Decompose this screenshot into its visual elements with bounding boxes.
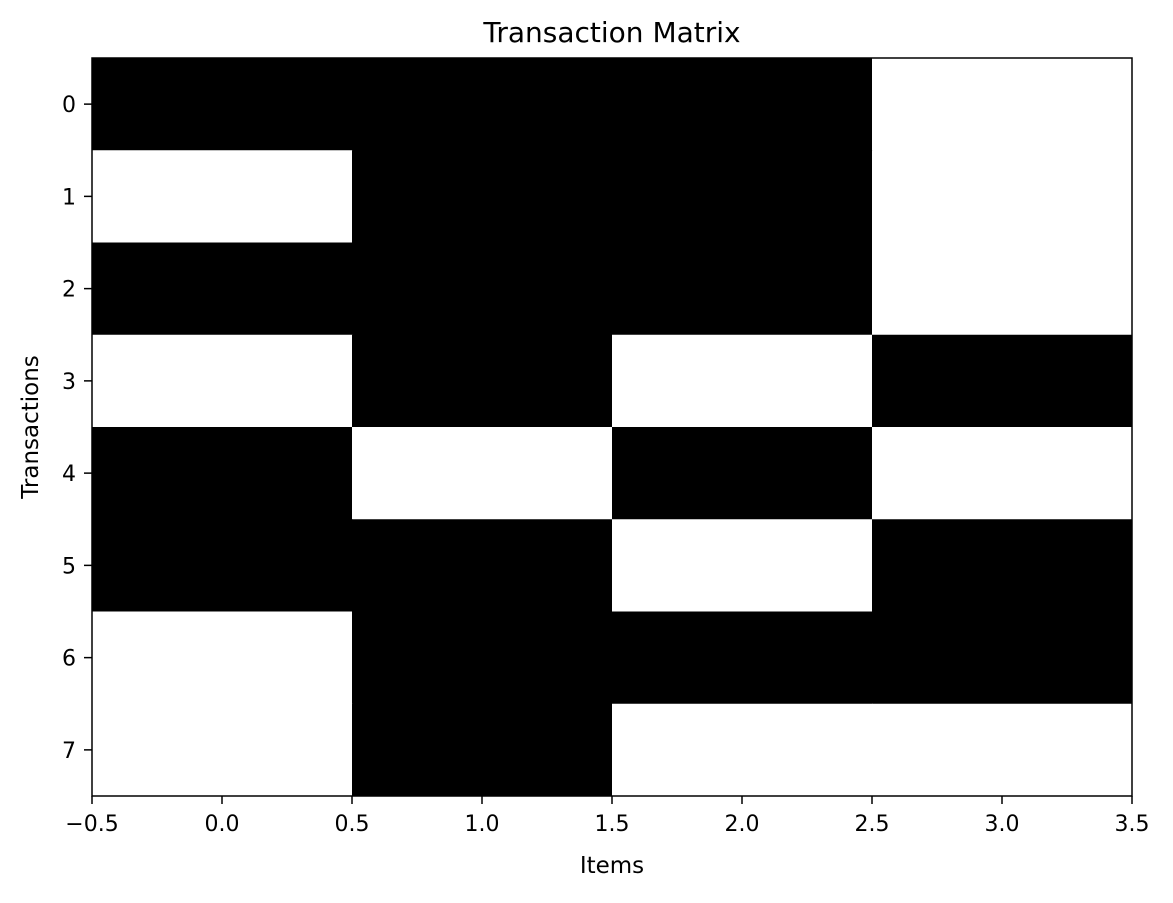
heatmap-cell <box>352 242 613 336</box>
y-tick-label: 4 <box>62 462 76 487</box>
heatmap-cell <box>92 703 353 797</box>
heatmap-cell <box>872 611 1133 705</box>
heatmap-cell <box>352 150 613 243</box>
heatmap-cell <box>872 703 1133 797</box>
y-tick-label: 1 <box>62 185 76 210</box>
x-tick-label: 1.0 <box>465 812 500 837</box>
y-tick-label: 5 <box>62 554 76 579</box>
x-tick-label: 3.0 <box>985 812 1020 837</box>
heatmap-cell <box>872 519 1133 612</box>
y-tick-label: 6 <box>62 647 76 672</box>
heatmap-cell <box>352 334 613 428</box>
y-tick-label: 7 <box>62 739 76 764</box>
heatmap-cell <box>92 150 353 243</box>
y-tick-label: 0 <box>62 93 76 118</box>
heatmap-cell <box>612 611 873 705</box>
heatmap-cell <box>352 703 613 797</box>
x-axis-label: Items <box>580 853 644 879</box>
heatmap-cell <box>612 703 873 797</box>
heatmap-cell <box>872 334 1133 428</box>
x-tick-label: 1.5 <box>595 812 630 837</box>
heatmap-cell <box>352 58 613 151</box>
heatmap-cell <box>612 519 873 612</box>
heatmap-cell <box>612 242 873 336</box>
heatmap-cell <box>352 611 613 705</box>
heatmap-cell <box>872 58 1133 151</box>
x-tick-label: 0.5 <box>335 812 370 837</box>
heatmap-cell <box>872 427 1133 520</box>
heatmap-cell <box>92 427 353 520</box>
heatmap-cell <box>352 427 613 520</box>
heatmap-cell <box>352 519 613 612</box>
x-tick-label: 3.5 <box>1115 812 1150 837</box>
heatmap-cell <box>92 334 353 428</box>
heatmap-cell <box>92 519 353 612</box>
heatmap-cell <box>92 611 353 705</box>
heatmap-cell <box>612 427 873 520</box>
y-tick-label: 2 <box>62 278 76 303</box>
heatmap-cell <box>92 58 353 151</box>
heatmap-cell <box>612 334 873 428</box>
heatmap-cell <box>612 150 873 243</box>
y-axis-ticks: 0 1 2 3 4 5 6 7 <box>62 93 92 764</box>
heatmap-cell <box>92 242 353 336</box>
y-axis-label: Transactions <box>18 355 44 500</box>
y-tick-label: 3 <box>62 370 76 395</box>
x-axis-ticks: −0.5 0.0 0.5 1.0 1.5 2.0 2.5 3.0 3.5 <box>65 796 1150 837</box>
x-tick-label: 0.0 <box>205 812 240 837</box>
chart-title: Transaction Matrix <box>482 16 740 49</box>
heatmap-cell <box>612 58 873 151</box>
x-tick-label: 2.5 <box>855 812 890 837</box>
heatmap-cell <box>872 242 1133 336</box>
heatmap-cell <box>872 150 1133 243</box>
heatmap-cells <box>92 58 1133 797</box>
x-tick-label: −0.5 <box>65 812 118 837</box>
x-tick-label: 2.0 <box>725 812 760 837</box>
